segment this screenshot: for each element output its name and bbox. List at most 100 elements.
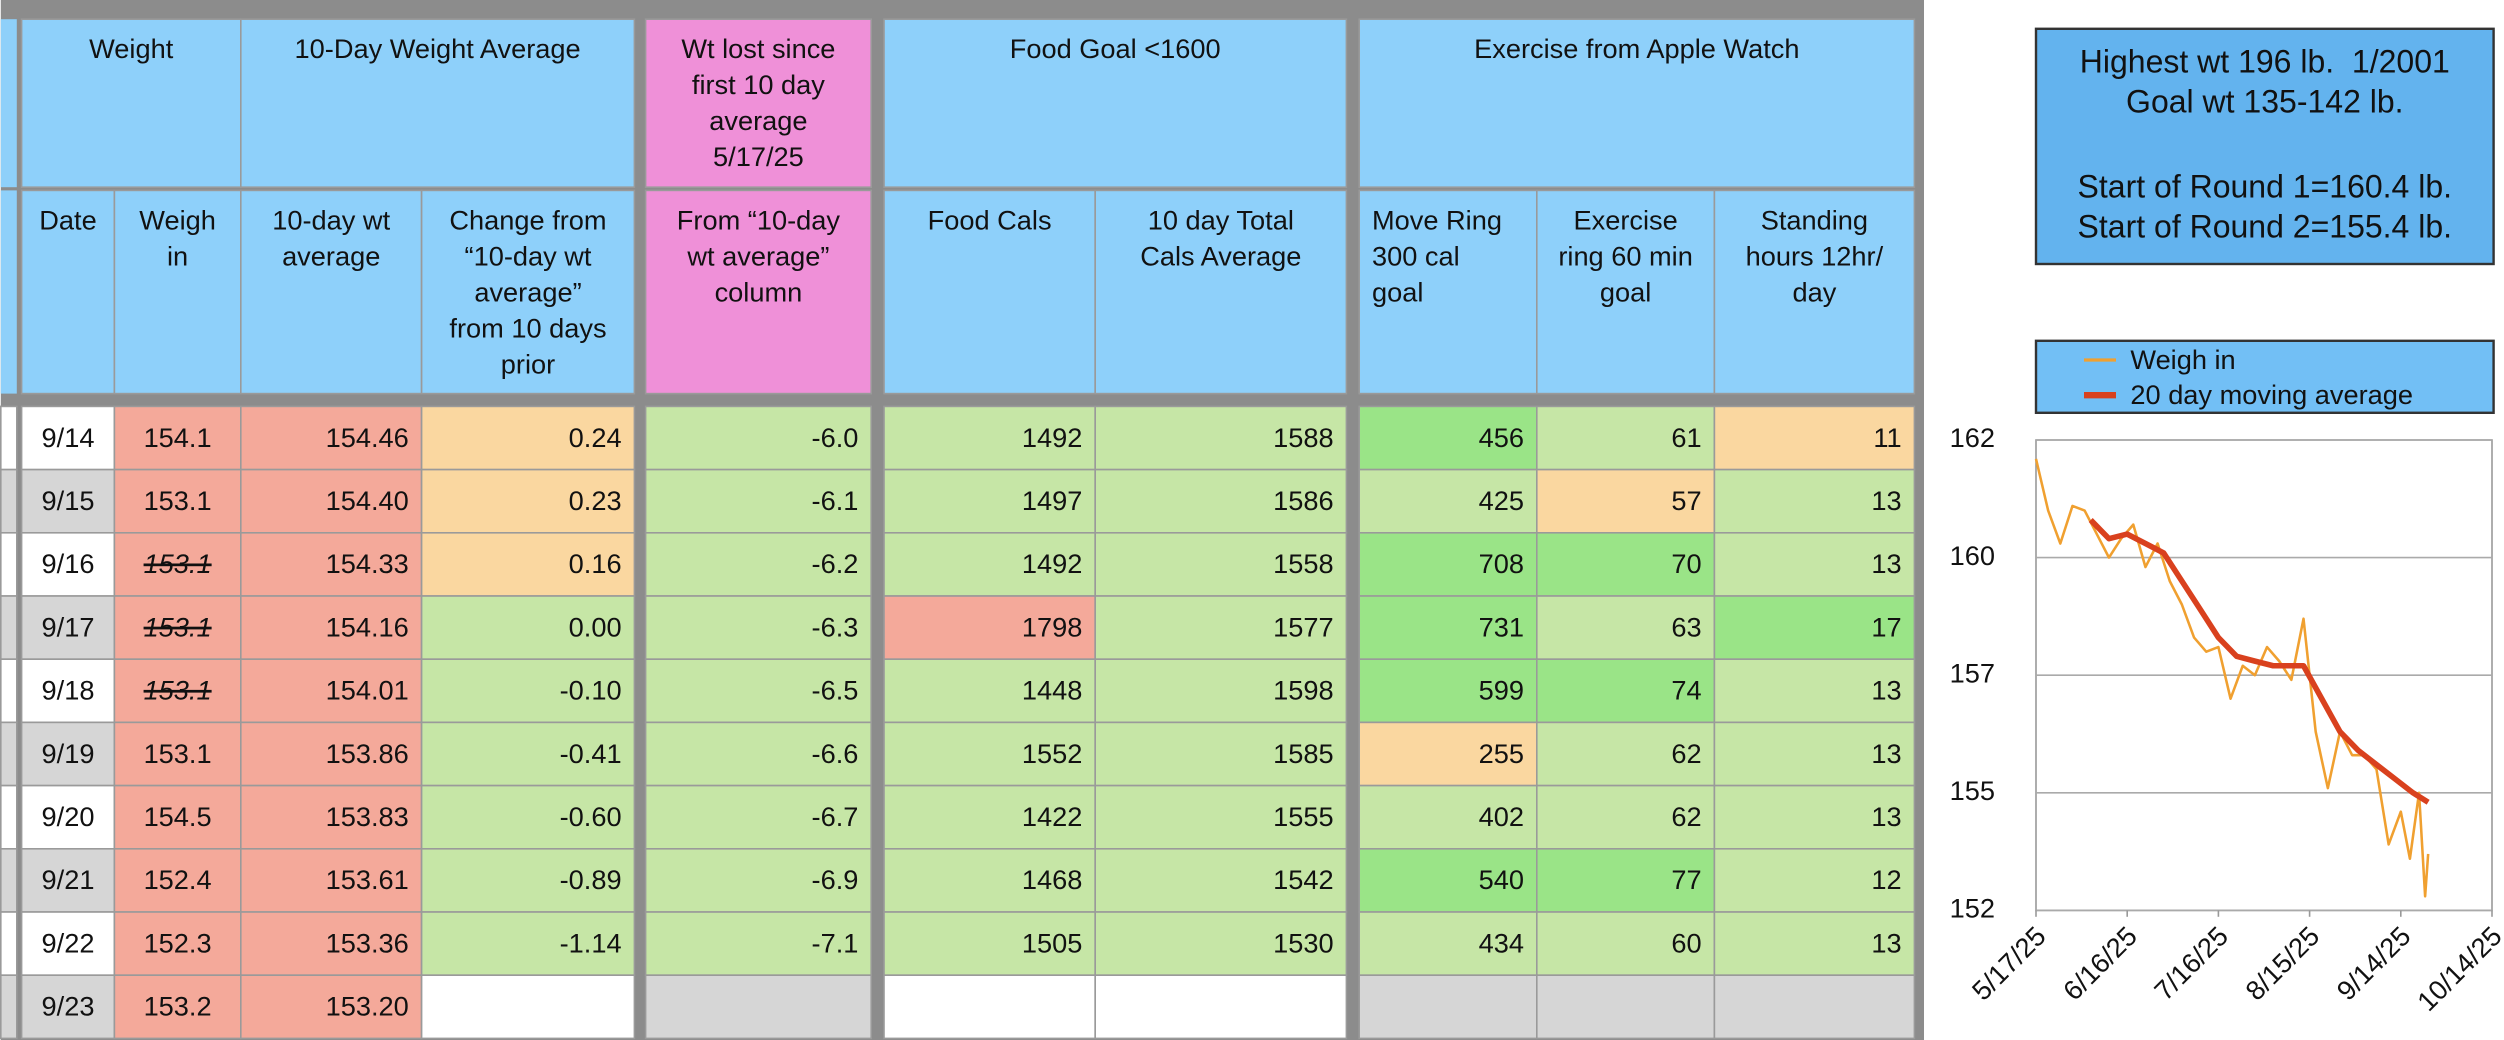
column-header: Exercise ring 60 min goal (1558, 205, 1693, 308)
column-header-cell (1358, 189, 1538, 395)
y-tick-label: 152 (1950, 893, 1995, 924)
cell (20, 848, 116, 913)
cell (1094, 595, 1348, 660)
cell-text: 63 (1671, 611, 1701, 642)
cell (240, 721, 423, 787)
cell (1713, 595, 1916, 660)
y-tick-label: 157 (1950, 657, 1995, 688)
cell (1713, 911, 1916, 976)
cell (883, 595, 1096, 660)
cell-text: 456 (1479, 422, 1524, 453)
info-line: Start of Round 2=155.4 lb. (2078, 208, 2452, 244)
cell (883, 532, 1096, 597)
group-header: Wt lost since first 10 day average 5/17/25 (681, 33, 835, 172)
series-line (2034, 458, 2430, 898)
cell (20, 911, 116, 976)
cell (420, 848, 636, 913)
legend-box (2034, 339, 2495, 414)
group-header-cell (644, 18, 872, 188)
cell (883, 721, 1096, 787)
series-line (2088, 518, 2430, 805)
cell (1094, 974, 1348, 1040)
cell-text: -1.14 (560, 927, 622, 958)
cell-text: 13 (1871, 738, 1901, 769)
cell (1358, 468, 1538, 534)
cell-text: 153.1 (144, 675, 212, 706)
legend-label: Weigh in (2130, 344, 2235, 375)
y-tick-label: 162 (1950, 422, 1995, 453)
cell-text: -0.41 (560, 738, 622, 769)
strip-cell (0, 658, 18, 724)
cell-text: -0.10 (560, 675, 622, 706)
column-header: From “10-day wt average” column (677, 205, 841, 308)
cell-text: 9/19 (42, 738, 95, 769)
cell (1713, 405, 1916, 471)
cell-text: 1555 (1273, 801, 1333, 832)
cell-text: -6.5 (812, 675, 859, 706)
cell (240, 784, 423, 850)
cell-text: 9/14 (42, 422, 95, 453)
cell-text: 153.1 (144, 611, 212, 642)
cell-text: 0.16 (569, 548, 622, 579)
column-header: 10 day Total Cals Average (1140, 205, 1301, 272)
strip-cell (0, 595, 18, 660)
group-header: 10-Day Weight Average (295, 33, 581, 64)
strip-cell (0, 190, 17, 394)
cell-text: 0.00 (569, 611, 622, 642)
strip-cell (0, 784, 18, 850)
cell (1713, 784, 1916, 850)
cell (1094, 721, 1348, 787)
y-tick-label: 160 (1950, 540, 1995, 571)
cell-text: 62 (1671, 801, 1701, 832)
cell (1358, 532, 1538, 597)
cell-text: 1588 (1273, 422, 1333, 453)
cell-text: 12 (1871, 864, 1901, 895)
cell-text: -6.2 (812, 548, 859, 579)
cell-text: 153.1 (144, 485, 212, 516)
cell (113, 911, 242, 976)
cell-text: -6.6 (812, 738, 859, 769)
cell-text: 1468 (1022, 864, 1082, 895)
cell-text: 153.61 (326, 864, 409, 895)
cell-text: 11 (1873, 422, 1901, 453)
cell-text: 9/21 (42, 864, 95, 895)
cell (20, 974, 116, 1040)
cell-text: 154.46 (326, 422, 409, 453)
legend-label: 20 day moving average (2130, 379, 2413, 410)
cell (644, 974, 872, 1040)
cell (420, 658, 636, 724)
cell (420, 911, 636, 976)
cell-text: -6.7 (812, 801, 859, 832)
cell (113, 721, 242, 787)
cell-text: 62 (1671, 738, 1701, 769)
strip-cell (0, 532, 18, 597)
cell (644, 784, 872, 850)
cell-text: 9/22 (42, 927, 95, 958)
cell-text: 9/20 (42, 801, 95, 832)
cell-text: 9/17 (42, 611, 95, 642)
column-header-cell (1094, 189, 1348, 395)
cell (420, 784, 636, 850)
group-header: Weight (89, 33, 174, 64)
cell (644, 911, 872, 976)
cell-text: -6.0 (812, 422, 859, 453)
cell-text: 154.1 (144, 422, 212, 453)
cell-text: 153.86 (326, 738, 409, 769)
cell-text: 13 (1871, 548, 1901, 579)
column-header-cell (240, 189, 423, 395)
cell (20, 405, 116, 471)
group-header: Food Goal <1600 (1010, 33, 1221, 64)
cell-text: 599 (1479, 675, 1524, 706)
cell (240, 658, 423, 724)
cell (1536, 658, 1716, 724)
info-line: Start of Round 1=160.4 lb. (2078, 168, 2452, 204)
column-header-cell (1536, 189, 1716, 395)
info-line: Highest wt 196 lb. 1/2001 (2080, 43, 2450, 79)
cell-text: 17 (1871, 611, 1901, 642)
cell (1713, 658, 1916, 724)
column-header-cell (20, 189, 116, 395)
cell (113, 468, 242, 534)
strip-cell (0, 848, 18, 913)
cell (1713, 848, 1916, 913)
